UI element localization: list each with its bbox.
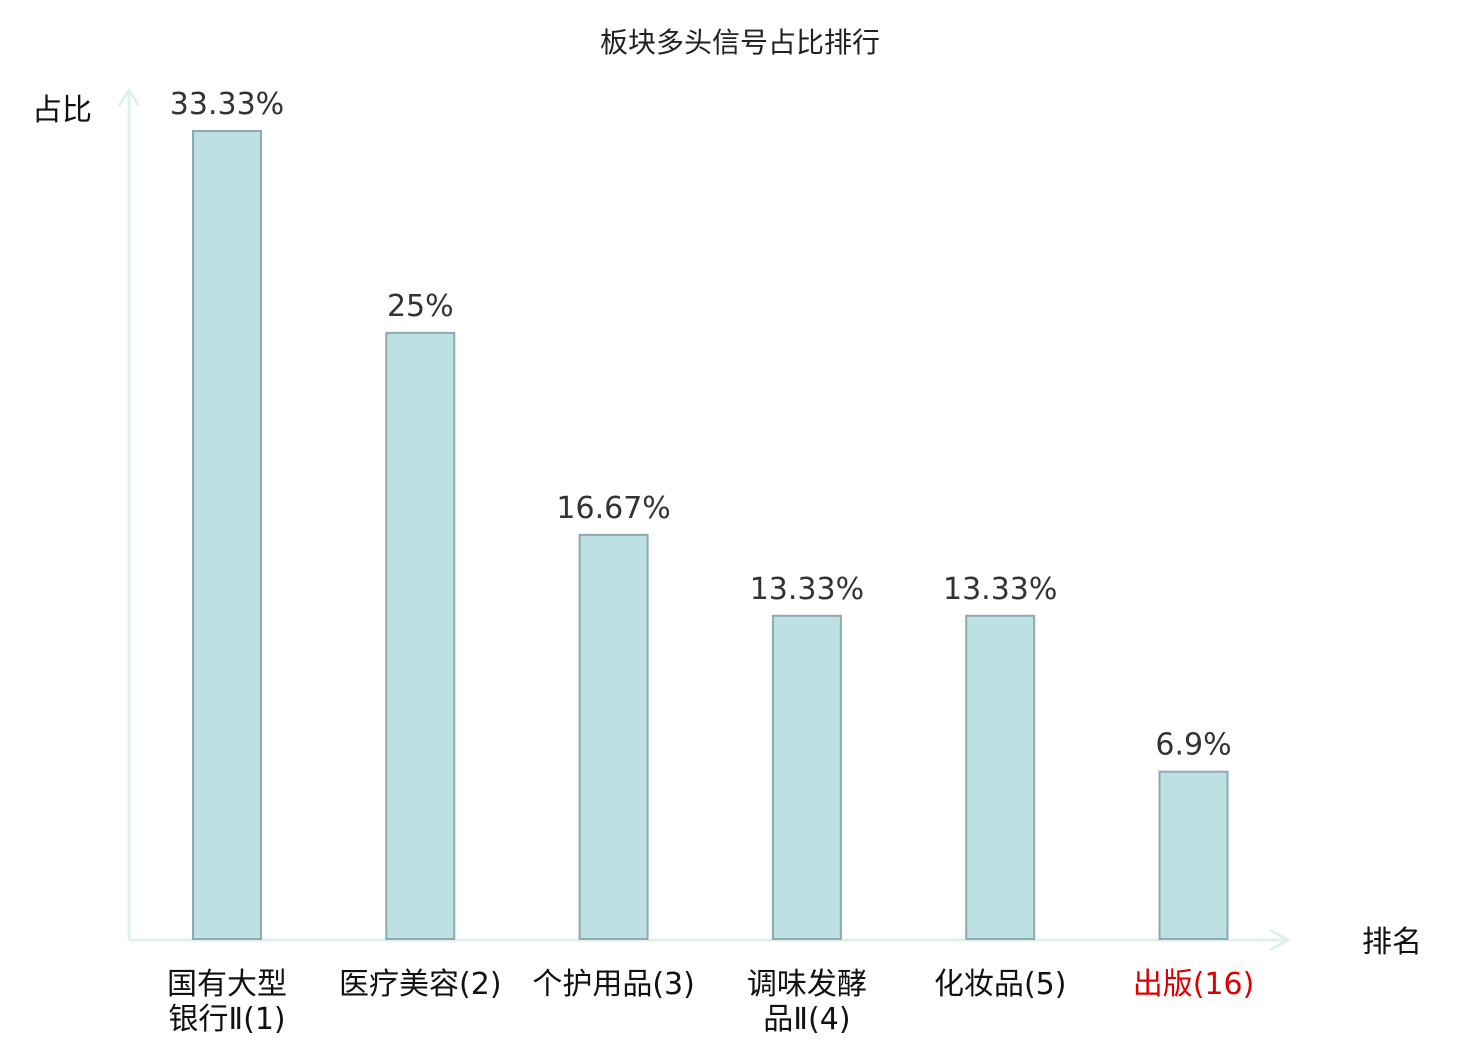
category-name-line: 调味发酵 — [747, 967, 867, 1002]
category-label-6: 出版(16) — [1133, 967, 1255, 1002]
category-rank: (5) — [1024, 967, 1066, 1002]
value-labels-layer: 33.33% 25% 16.67% 13.33% 13.33% 6.9% — [170, 87, 1232, 763]
bar-2 — [385, 331, 456, 940]
category-name-line: 银行Ⅱ — [168, 1002, 243, 1037]
value-label-1: 33.33% — [170, 87, 284, 122]
value-label-6: 6.9% — [1155, 728, 1231, 763]
category-rank: (1) — [243, 1002, 286, 1037]
category-name-line: 国有大型 — [167, 967, 287, 1002]
category-label-4: 调味发酵品Ⅱ(4) — [747, 967, 867, 1037]
category-labels-layer: 国有大型银行Ⅱ(1) 医疗美容(2) 个护用品(3) 调味发酵品Ⅱ(4) 化妆品(5) 出… — [167, 967, 1254, 1037]
category-name-line: 医疗美容 — [339, 967, 459, 1002]
category-label-5: 化妆品(5) — [934, 967, 1066, 1002]
category-rank: (3) — [652, 967, 695, 1002]
bar-4 — [771, 614, 842, 940]
category-rank: (16) — [1193, 967, 1255, 1002]
chart-title: 板块多头信号占比排行 — [600, 26, 880, 59]
x-axis — [129, 928, 1292, 952]
category-label-1: 国有大型银行Ⅱ(1) — [167, 967, 287, 1037]
category-name-line: 出版 — [1133, 967, 1193, 1002]
y-axis — [117, 87, 141, 940]
category-name-line: 化妆品 — [934, 967, 1024, 1002]
category-label-3: 个护用品(3) — [532, 967, 695, 1002]
value-label-5: 13.33% — [943, 572, 1057, 607]
category-name-line: 个护用品 — [532, 967, 652, 1002]
bar-6 — [1158, 770, 1229, 941]
value-label-3: 16.67% — [556, 491, 670, 526]
category-rank: (4) — [808, 1002, 851, 1037]
bar-3 — [578, 533, 649, 941]
y-axis-label: 占比 — [32, 93, 92, 128]
category-label-2: 医疗美容(2) — [339, 967, 502, 1002]
x-axis-label: 排名 — [1362, 925, 1422, 960]
bar-1 — [192, 130, 262, 940]
value-label-4: 13.33% — [750, 572, 864, 607]
value-label-2: 25% — [387, 289, 454, 324]
bars-layer — [192, 130, 1229, 941]
bar-5 — [965, 614, 1036, 940]
category-rank: (2) — [459, 967, 502, 1002]
category-name-line: 品Ⅱ — [763, 1002, 808, 1037]
